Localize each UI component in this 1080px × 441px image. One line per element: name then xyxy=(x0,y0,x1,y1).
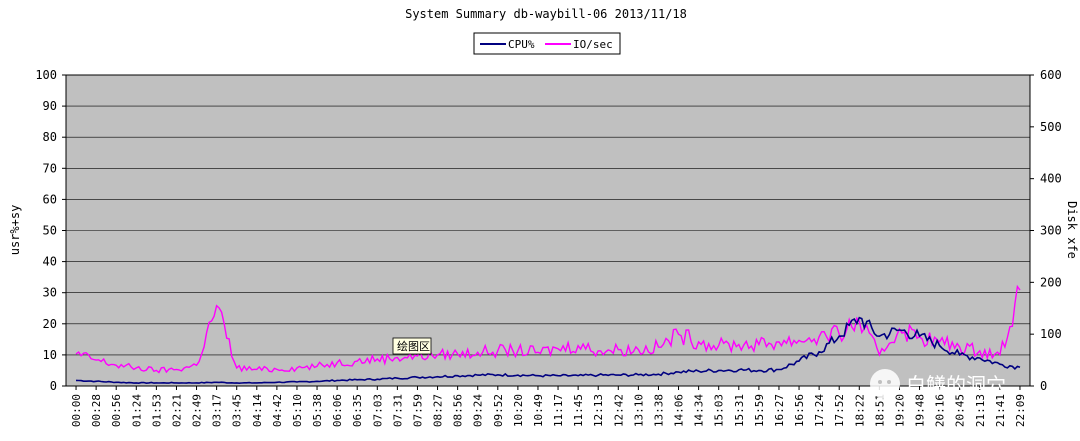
x-tick-label: 21:13 xyxy=(974,394,987,427)
x-tick-label: 02:21 xyxy=(170,394,183,427)
x-tick-label: 00:56 xyxy=(110,394,123,427)
legend-io-label: IO/sec xyxy=(573,38,613,51)
x-tick-label: 09:24 xyxy=(472,394,485,427)
x-tick-label: 18:51 xyxy=(873,394,886,427)
series-cpu-line xyxy=(75,316,1021,385)
left-y-tick-label: 50 xyxy=(43,224,57,238)
left-y-tick-label: 20 xyxy=(43,317,57,331)
watermark-text: 白鳝的洞穴 xyxy=(906,373,1006,397)
gridlines xyxy=(66,105,1030,356)
left-y-tick-label: 100 xyxy=(35,68,57,82)
x-axis: 00:00 00:28 00:56 01:24 01:53 02:21 02:49 03:17… xyxy=(70,386,1027,427)
x-tick-label: 15:59 xyxy=(753,394,766,427)
wechat-icon xyxy=(870,369,900,399)
x-tick-label: 21:41 xyxy=(994,394,1007,427)
x-tick-label: 08:27 xyxy=(432,394,445,427)
x-tick-label: 04:42 xyxy=(271,394,284,427)
tooltip-text: 绘图区 xyxy=(397,339,430,353)
x-tick-label: 14:34 xyxy=(693,394,706,427)
left-y-tick-label: 90 xyxy=(43,99,57,113)
x-tick-label: 08:56 xyxy=(452,394,465,427)
x-tick-label: 15:31 xyxy=(733,394,746,427)
x-tick-label: 22:09 xyxy=(1014,394,1027,427)
x-tick-label: 14:06 xyxy=(673,394,686,427)
right-y-tick-label: 600 xyxy=(1040,68,1062,82)
legend: CPU% IO/sec xyxy=(473,32,621,55)
x-tick-label: 06:35 xyxy=(351,394,364,427)
left-y-tick-label: 40 xyxy=(43,255,57,269)
left-y-tick-label: 70 xyxy=(43,161,57,175)
x-tick-label: 07:31 xyxy=(391,394,404,427)
x-tick-label: 02:49 xyxy=(191,394,204,427)
left-y-tick-label: 60 xyxy=(43,192,57,206)
x-tick-label: 04:14 xyxy=(251,394,264,427)
right-y-tick-label: 400 xyxy=(1040,172,1062,186)
series-io-line xyxy=(75,284,1021,374)
x-tick-label: 03:45 xyxy=(231,394,244,427)
x-tick-label: 12:13 xyxy=(592,394,605,427)
plot-area-tooltip: 绘图区 xyxy=(392,337,432,355)
right-y-axis: 0 100 200 300 400 500 600 xyxy=(1030,68,1062,393)
right-y-tick-label: 500 xyxy=(1040,120,1062,134)
x-tick-label: 19:48 xyxy=(914,394,927,427)
right-y-tick-label: 0 xyxy=(1040,379,1047,393)
x-tick-label: 01:53 xyxy=(150,394,163,427)
x-tick-label: 05:38 xyxy=(311,394,324,427)
x-tick-label: 17:24 xyxy=(813,394,826,427)
right-axis-title: Disk xfe xyxy=(1065,201,1079,259)
x-tick-label: 03:17 xyxy=(211,394,224,427)
right-y-tick-label: 200 xyxy=(1040,275,1062,289)
x-tick-label: 12:42 xyxy=(612,394,625,427)
right-y-tick-label: 300 xyxy=(1040,224,1062,238)
x-tick-label: 20:45 xyxy=(954,394,967,427)
x-tick-label: 09:52 xyxy=(492,394,505,427)
x-tick-label: 05:10 xyxy=(291,394,304,427)
x-tick-label: 10:20 xyxy=(512,394,525,427)
x-tick-label: 15:03 xyxy=(713,394,726,427)
watermark: 白鳝的洞穴 xyxy=(870,369,1006,399)
x-tick-label: 13:10 xyxy=(632,394,645,427)
x-tick-label: 16:56 xyxy=(793,394,806,427)
x-tick-label: 06:06 xyxy=(331,394,344,427)
left-y-tick-label: 80 xyxy=(43,130,57,144)
left-y-tick-label: 30 xyxy=(43,286,57,300)
x-tick-label: 17:52 xyxy=(833,394,846,427)
legend-cpu-label: CPU% xyxy=(508,38,535,51)
x-tick-label: 16:27 xyxy=(773,394,786,427)
left-axis-title: usr%+sy xyxy=(8,205,22,256)
x-tick-label: 10:49 xyxy=(532,394,545,427)
left-y-tick-label: 10 xyxy=(43,348,57,362)
left-y-axis: 0 10 20 30 40 50 60 70 80 90 100 xyxy=(35,68,66,393)
x-tick-label: 11:17 xyxy=(552,394,565,427)
right-y-tick-label: 100 xyxy=(1040,327,1062,341)
x-tick-label: 20:16 xyxy=(934,394,947,427)
x-tick-label: 13:38 xyxy=(652,394,665,427)
x-tick-label: 07:59 xyxy=(411,394,424,427)
chart-title: System Summary db-waybill-06 2013/11/18 xyxy=(405,7,687,21)
x-tick-label: 01:24 xyxy=(130,394,143,427)
x-tick-label: 00:00 xyxy=(70,394,83,427)
left-y-tick-label: 0 xyxy=(50,379,57,393)
x-tick-label: 11:45 xyxy=(572,394,585,427)
x-tick-label: 19:20 xyxy=(893,394,906,427)
x-tick-label: 07:03 xyxy=(371,394,384,427)
x-tick-label: 18:22 xyxy=(853,394,866,427)
x-tick-label: 00:28 xyxy=(90,394,103,427)
